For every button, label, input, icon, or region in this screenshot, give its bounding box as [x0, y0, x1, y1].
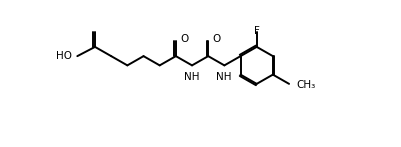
Text: CH₃: CH₃: [297, 80, 316, 90]
Text: O: O: [180, 34, 189, 44]
Text: NH: NH: [184, 72, 199, 82]
Text: NH: NH: [216, 72, 231, 82]
Text: HO: HO: [56, 51, 72, 61]
Text: F: F: [254, 26, 260, 36]
Text: O: O: [213, 34, 221, 44]
